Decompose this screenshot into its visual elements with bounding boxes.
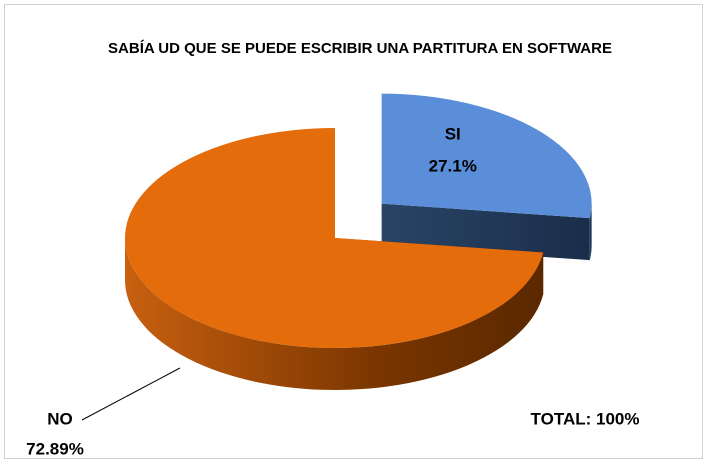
chart-frame (4, 4, 703, 459)
annotation: TOTAL: 100% (531, 409, 640, 428)
slice-side (125, 238, 544, 391)
category-label: NO (47, 409, 73, 428)
slice-side (589, 203, 592, 261)
chart-title: SABÍA UD QUE SE PUEDE ESCRIBIR UNA PARTI… (108, 40, 612, 57)
category-label: SI (445, 124, 461, 143)
value-label: 27.1% (429, 156, 477, 175)
value-label: 72.89% (26, 439, 84, 458)
slice (125, 128, 544, 349)
leader-line (81, 367, 181, 421)
slice (381, 93, 592, 219)
